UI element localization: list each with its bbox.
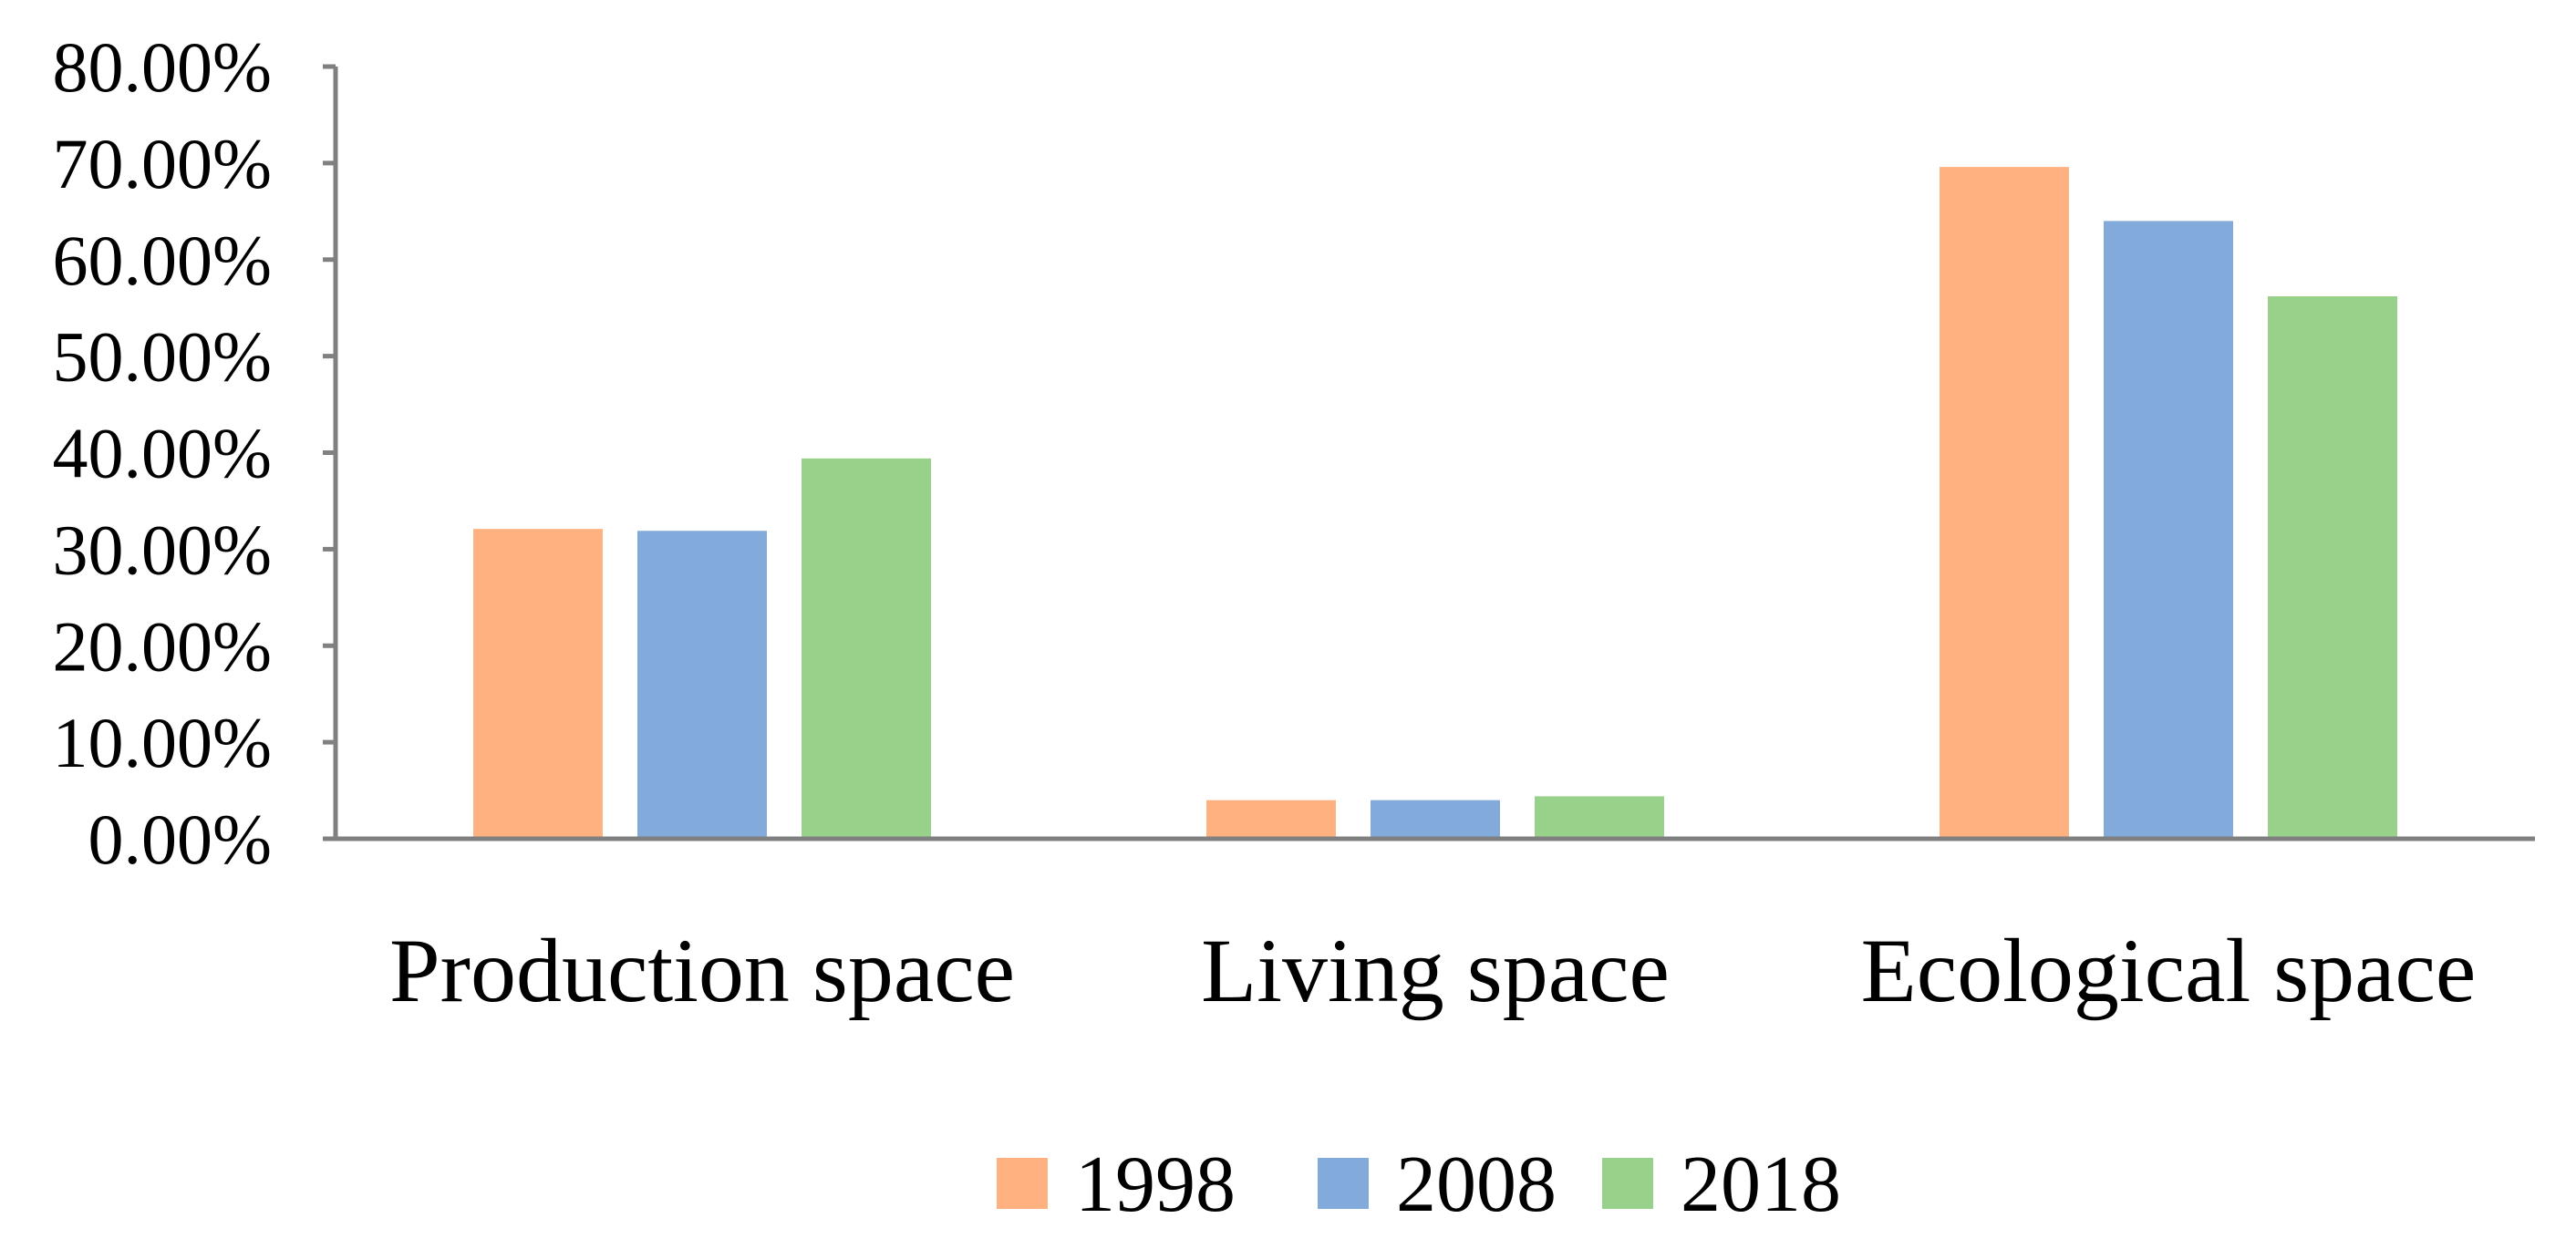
legend-swatch-2018 <box>1602 1158 1653 1209</box>
legend-label-2008: 2008 <box>1396 1141 1557 1229</box>
x-category-label: Ecological space <box>1861 920 2477 1021</box>
bar-1998-production-space <box>473 529 603 839</box>
y-tick-label: 0.00% <box>88 800 272 879</box>
x-axis: Production space Living space Ecological s… <box>323 836 2535 1021</box>
y-tick-label: 50.00% <box>53 317 272 397</box>
y-axis: 0.00% 10.00% 20.00% 30.00% 40.00% 50.00% 60.00… <box>53 27 338 879</box>
legend-label-2018: 2018 <box>1681 1141 1841 1229</box>
y-tick-label: 60.00% <box>53 221 272 300</box>
legend-swatch-2008 <box>1318 1158 1369 1209</box>
x-category-label: Production space <box>389 920 1015 1021</box>
bar-2018-production-space <box>802 458 931 839</box>
bar-2008-living-space <box>1371 800 1500 839</box>
bar-2018-ecological-space <box>2268 295 2397 839</box>
legend: 1998 2008 2018 <box>997 1141 1841 1229</box>
legend-label-1998: 1998 <box>1075 1141 1236 1229</box>
bar-1998-ecological-space <box>1940 167 2069 840</box>
y-tick-label: 40.00% <box>53 414 272 493</box>
bar-2018-living-space <box>1535 796 1664 839</box>
y-tick-label: 10.00% <box>53 703 272 782</box>
bar-2008-production-space <box>637 531 767 839</box>
y-tick-label: 20.00% <box>53 606 272 686</box>
x-category-label: Living space <box>1201 920 1670 1021</box>
bar-1998-living-space <box>1206 800 1336 839</box>
bars <box>473 167 2397 840</box>
y-tick-label: 80.00% <box>53 27 272 107</box>
y-tick-label: 70.00% <box>53 124 272 203</box>
y-tick-label: 30.00% <box>53 510 272 589</box>
legend-swatch-1998 <box>997 1158 1048 1209</box>
bar-2008-ecological-space <box>2104 221 2233 839</box>
